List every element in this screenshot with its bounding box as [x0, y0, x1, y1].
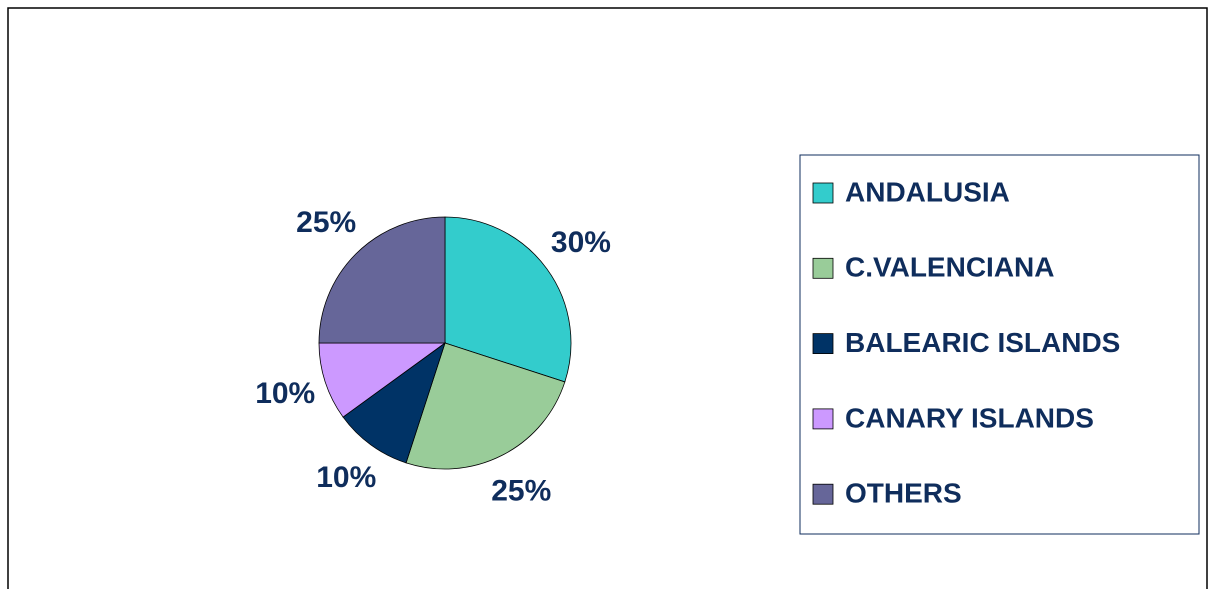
legend-label: C.VALENCIANA [845, 252, 1054, 283]
legend-label: OTHERS [845, 478, 962, 509]
legend-label: ANDALUSIA [845, 176, 1010, 207]
legend-swatch [812, 182, 834, 204]
legend-swatch [812, 483, 834, 505]
pie-slice [444, 216, 572, 383]
legend-box [799, 154, 1200, 535]
data-label: 10% [316, 461, 376, 494]
pie-slice [405, 342, 566, 470]
data-label: 30% [551, 226, 611, 259]
data-label: 25% [491, 475, 551, 508]
legend-swatch [812, 257, 834, 279]
pie-slice [318, 342, 447, 418]
pie-slice [342, 341, 446, 464]
legend-label: CANARY ISLANDS [845, 402, 1094, 433]
legend-swatch [812, 333, 834, 355]
data-label: 25% [296, 206, 356, 239]
legend-swatch [812, 408, 834, 430]
data-label: 10% [255, 377, 315, 410]
pie-slice [318, 216, 446, 344]
legend-label: BALEARIC ISLANDS [845, 327, 1120, 358]
